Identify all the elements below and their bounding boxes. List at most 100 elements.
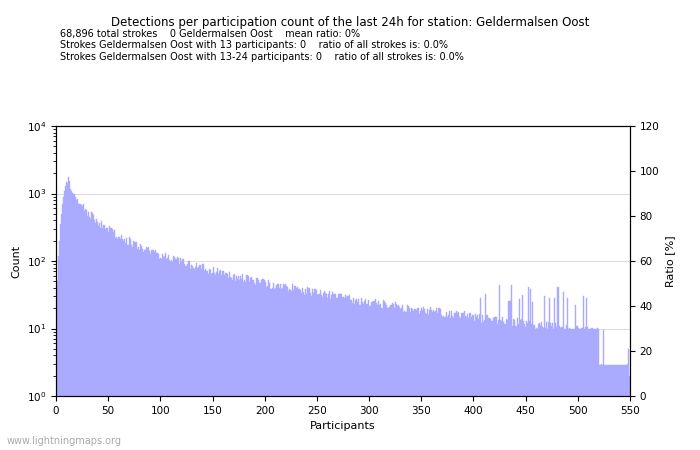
Bar xyxy=(573,329,574,450)
Bar xyxy=(502,317,503,450)
Bar xyxy=(623,365,624,450)
Bar xyxy=(132,248,133,450)
Bar xyxy=(442,316,444,450)
Bar xyxy=(261,280,262,450)
Bar xyxy=(78,204,80,450)
Bar xyxy=(234,274,235,450)
Bar xyxy=(397,306,398,450)
Bar xyxy=(306,294,307,450)
Bar xyxy=(353,298,354,450)
Bar xyxy=(146,248,147,450)
Bar xyxy=(317,295,318,450)
Bar xyxy=(300,290,301,450)
Bar xyxy=(202,264,204,450)
Bar xyxy=(197,268,199,450)
Bar xyxy=(118,237,119,450)
Bar xyxy=(338,294,339,450)
Bar xyxy=(228,278,229,450)
Bar xyxy=(279,288,280,450)
Bar xyxy=(457,313,458,450)
Bar xyxy=(421,308,422,450)
Bar xyxy=(116,237,117,450)
Bar xyxy=(150,254,151,450)
Bar xyxy=(232,280,233,450)
Bar xyxy=(319,290,321,450)
Bar xyxy=(543,328,544,450)
Bar xyxy=(282,288,283,450)
Bar xyxy=(621,365,622,450)
Bar xyxy=(267,287,268,450)
Bar xyxy=(408,306,409,450)
Bar xyxy=(608,365,610,450)
Bar xyxy=(276,284,278,450)
Bar xyxy=(516,326,517,450)
Bar xyxy=(576,326,578,450)
Bar xyxy=(395,304,397,450)
Bar xyxy=(185,266,186,450)
Bar xyxy=(318,294,319,450)
Bar xyxy=(599,365,601,450)
Bar xyxy=(384,301,385,450)
Bar xyxy=(446,311,447,450)
Bar xyxy=(211,274,212,450)
Bar xyxy=(67,183,68,450)
Bar xyxy=(423,307,424,450)
Bar xyxy=(518,324,519,450)
Bar xyxy=(135,242,136,450)
Bar xyxy=(627,364,629,450)
Bar xyxy=(147,248,148,450)
Bar xyxy=(370,306,371,450)
Bar xyxy=(199,266,200,450)
Bar xyxy=(121,234,122,450)
Bar xyxy=(380,304,381,450)
Bar xyxy=(213,267,214,450)
Bar xyxy=(212,273,213,450)
Bar xyxy=(287,287,288,450)
Bar xyxy=(484,320,486,450)
Bar xyxy=(503,322,504,450)
Bar xyxy=(587,327,588,450)
Bar xyxy=(191,265,193,450)
Bar xyxy=(521,320,522,450)
Bar xyxy=(550,324,551,450)
Bar xyxy=(565,329,566,450)
Bar xyxy=(541,322,542,450)
Bar xyxy=(372,301,374,450)
Bar xyxy=(340,294,342,450)
Bar xyxy=(383,300,384,450)
Bar xyxy=(278,284,279,450)
Bar xyxy=(209,269,210,450)
Bar xyxy=(111,228,112,450)
Text: 68,896 total strokes    0 Geldermalsen Oost    mean ratio: 0%: 68,896 total strokes 0 Geldermalsen Oost… xyxy=(60,29,360,39)
Bar xyxy=(400,309,401,450)
Bar xyxy=(582,296,584,450)
Bar xyxy=(430,307,431,450)
Bar xyxy=(572,329,573,450)
Bar xyxy=(64,191,65,450)
Bar xyxy=(215,274,216,450)
Bar xyxy=(96,219,97,450)
Bar xyxy=(305,289,306,450)
Bar xyxy=(169,260,170,450)
Bar xyxy=(401,308,402,450)
Bar xyxy=(258,280,259,450)
Bar xyxy=(149,251,150,450)
Bar xyxy=(625,365,626,450)
Bar xyxy=(63,197,64,450)
Bar xyxy=(455,313,456,450)
Bar xyxy=(368,301,369,450)
Bar xyxy=(412,309,414,450)
Bar xyxy=(514,326,516,450)
Bar xyxy=(295,288,297,450)
Bar xyxy=(244,280,246,450)
Bar xyxy=(454,313,455,450)
Text: Strokes Geldermalsen Oost with 13-24 participants: 0    ratio of all strokes is:: Strokes Geldermalsen Oost with 13-24 par… xyxy=(60,52,463,62)
Bar xyxy=(120,239,121,450)
Bar xyxy=(106,228,108,450)
Y-axis label: Ratio [%]: Ratio [%] xyxy=(665,235,675,287)
Bar xyxy=(500,320,501,450)
Bar xyxy=(570,329,571,450)
Bar xyxy=(367,304,368,450)
Bar xyxy=(253,280,254,450)
Bar xyxy=(286,286,287,450)
